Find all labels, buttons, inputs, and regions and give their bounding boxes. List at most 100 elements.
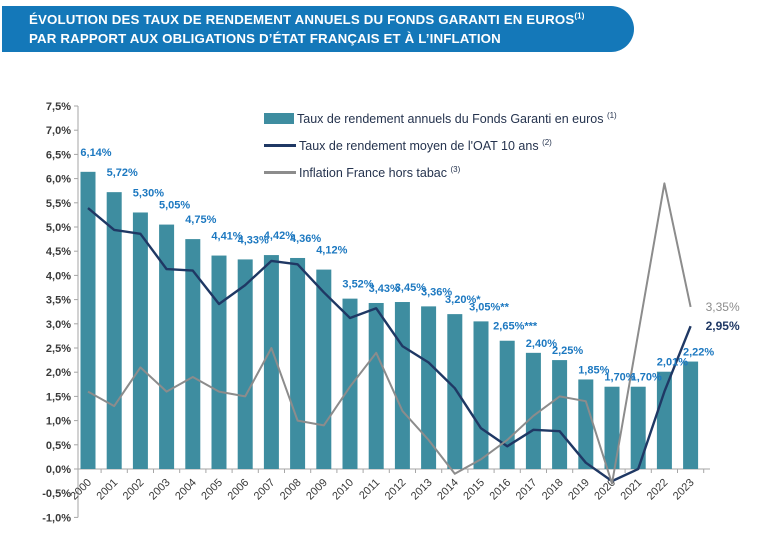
oat-line (87, 207, 692, 483)
y-tick-label: -0,5% (42, 488, 71, 500)
bar-2021 (630, 386, 646, 469)
x-year-label: 2010 (330, 477, 356, 503)
bar-value-label: 2,25% (552, 345, 583, 357)
bar-2001 (106, 192, 122, 469)
x-year-label: 2012 (383, 477, 409, 503)
bar-2019 (578, 379, 594, 469)
legend-item-oat-label: Taux de rendement moyen de l'OAT 10 ans … (299, 138, 552, 153)
bar-value-label: 4,12% (316, 245, 347, 257)
bar-value-label: 3,20%* (445, 294, 481, 306)
x-year-label: 2014 (435, 477, 461, 503)
x-year-label: 2006 (226, 477, 252, 503)
legend-label-text: Taux de rendement moyen de l'OAT 10 ans (299, 139, 539, 154)
x-year-label: 2007 (252, 477, 278, 503)
bar-2012 (394, 302, 410, 469)
bar-value-label: 3,05%** (469, 301, 509, 313)
bar-2020 (604, 386, 620, 469)
bar-2009 (316, 269, 332, 469)
bar-2003 (159, 224, 175, 469)
bar-value-label: 2,01% (657, 357, 688, 369)
y-tick-label: 2,5% (46, 343, 71, 355)
bar-value-label: 3,43% (369, 283, 400, 295)
y-tick-label: 5,5% (46, 198, 71, 210)
y-tick-label: 1,5% (46, 391, 71, 403)
y-tick-label: 3,0% (46, 319, 71, 331)
y-tick-label: 0,5% (46, 440, 71, 452)
bar-2002 (132, 212, 148, 469)
bar-2011 (368, 302, 384, 469)
bar-value-label: 3,36% (421, 286, 452, 298)
x-year-label: 2002 (121, 477, 147, 503)
bar-2014 (447, 314, 463, 469)
x-year-label: 2004 (173, 477, 199, 503)
y-tick-label: 4,0% (46, 270, 71, 282)
x-year-label: 2013 (409, 477, 435, 503)
bar-value-label: 3,52% (342, 279, 373, 291)
x-year-label: 2019 (566, 477, 592, 503)
title-line-1-text: ÉVOLUTION DES TAUX DE RENDEMENT ANNUELS … (29, 12, 575, 27)
x-year-label: 2009 (304, 477, 330, 503)
inflation-line-swatch (264, 171, 296, 174)
oat-line-swatch (264, 144, 296, 147)
y-tick-label: 2,0% (46, 367, 71, 379)
inflation-line (87, 182, 692, 485)
bar-value-label: 2,22% (683, 347, 714, 359)
x-year-label: 2001 (95, 477, 121, 503)
bar-2006 (237, 259, 253, 469)
bar-value-label: 1,70% (604, 372, 635, 384)
x-year-label: 2000 (68, 477, 94, 503)
x-year-label: 2015 (461, 477, 487, 503)
fonds-garanti-bar-swatch (264, 113, 294, 124)
legend-item-oat: Taux de rendement moyen de l'OAT 10 ans … (264, 137, 617, 154)
x-year-label: 2005 (199, 477, 225, 503)
legend-item-fonds-garanti: Taux de rendement annuels du Fonds Garan… (264, 110, 617, 127)
x-year-label: 2008 (278, 477, 304, 503)
bar-2005 (211, 255, 227, 469)
x-year-label: 2011 (357, 477, 382, 502)
bar-value-label: 4,75% (185, 214, 216, 226)
legend-footnote-marker: (2) (542, 137, 552, 147)
bar-value-label: 2,40% (526, 338, 557, 350)
bar-2007 (263, 255, 279, 469)
bar-2010 (342, 298, 358, 469)
legend-label-text: Inflation France hors tabac (299, 166, 447, 181)
bar-value-label: 5,05% (159, 200, 190, 212)
y-tick-label: 6,0% (46, 174, 71, 186)
title-line-1: ÉVOLUTION DES TAUX DE RENDEMENT ANNUELS … (29, 11, 624, 30)
bar-2022 (656, 371, 672, 469)
bar-value-label: 5,30% (133, 187, 164, 199)
bar-value-label: 4,41% (211, 231, 242, 243)
x-year-label: 2021 (619, 477, 645, 503)
bar-2018 (552, 360, 568, 469)
bar-value-label: 4,36% (290, 233, 321, 245)
bar-value-label: 4,42% (264, 230, 295, 242)
y-tick-label: -1,0% (42, 512, 71, 524)
legend-footnote-marker: (3) (450, 164, 461, 174)
bar-value-label: 2,65%*** (493, 321, 538, 333)
annual-returns-chart: -1,0% -0,5% 0,0% 0,5% 1,0% 1,5% 2,0% 2,5% 3,0% 3,… (42, 101, 740, 524)
y-tick-label: 6,5% (46, 149, 71, 161)
bar-2000 (80, 171, 96, 469)
bar-2008 (290, 257, 306, 469)
y-tick-label: 3,5% (46, 295, 71, 307)
legend-item-fonds-garanti-label: Taux de rendement annuels du Fonds Garan… (297, 111, 617, 126)
legend-footnote-marker: (1) (606, 110, 617, 120)
x-year-label: 2023 (671, 477, 697, 503)
legend-item-inflation: Inflation France hors tabac (3) (264, 164, 617, 181)
x-year-label: 2018 (540, 477, 566, 503)
oat-end-label: 2,95% (706, 319, 740, 333)
bar-2023 (683, 361, 699, 469)
bar-value-label: 3,45% (395, 282, 426, 294)
y-tick-label: 4,5% (46, 246, 71, 258)
bar-2004 (185, 239, 201, 469)
x-year-label: 2003 (147, 477, 173, 503)
bar-2017 (525, 352, 541, 469)
legend-label-text: Taux de rendement annuels du Fonds Garan… (297, 112, 604, 127)
bar-2015 (473, 321, 489, 469)
bar-value-label: 5,72% (107, 167, 138, 179)
y-tick-label: 7,0% (46, 125, 71, 137)
y-tick-label: 5,0% (46, 222, 71, 234)
inflation-end-label: 3,35% (706, 300, 740, 314)
x-year-label: 2016 (488, 477, 514, 503)
